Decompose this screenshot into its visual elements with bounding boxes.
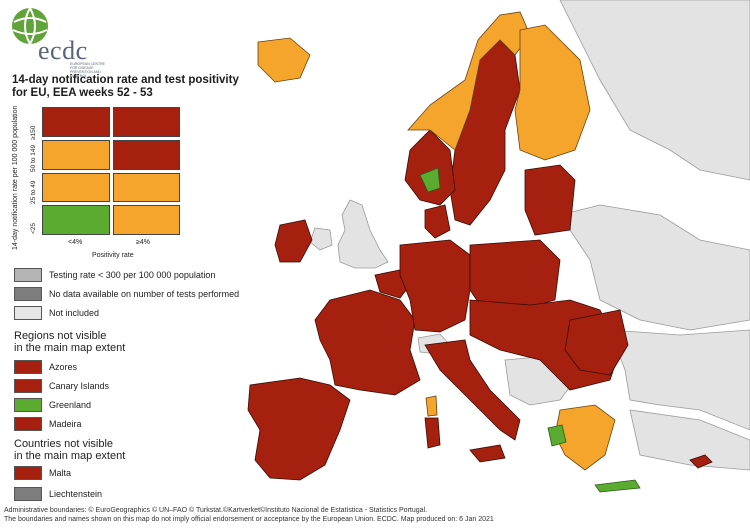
countries-heading-line2: in the main map extent	[14, 450, 126, 462]
matrix-row-label: <25	[30, 222, 37, 234]
matrix-cell	[112, 139, 180, 170]
col-label-high: ≥4%	[136, 239, 150, 246]
legend-item: Greenland	[14, 398, 91, 412]
legend-item: Testing rate < 300 per 100 000 populatio…	[14, 268, 215, 282]
legend-swatch	[14, 417, 42, 431]
green-regions	[419, 167, 641, 493]
legend-swatch	[14, 379, 42, 393]
map-title-line1: 14-day notification rate and test positi…	[12, 74, 239, 86]
matrix-row-label: 50 to 149	[30, 144, 37, 172]
matrix-y-label: 14-day notification rate per 100 000 pop…	[12, 105, 19, 250]
legend-label: Malta	[49, 468, 72, 478]
footer: Administrative boundaries: © EuroGeograp…	[4, 506, 494, 524]
footer-line1: Administrative boundaries: © EuroGeograp…	[4, 507, 428, 514]
matrix-cell	[42, 139, 110, 170]
dark-red-countries	[247, 39, 713, 481]
legend-matrix	[42, 107, 180, 235]
countries-heading: Countries not visible in the main map ex…	[14, 438, 125, 462]
ecdc-logo: ecdc EUROPEAN CENTRE FOR DISEASE PREVENT…	[8, 6, 108, 78]
legend-item: Malta	[14, 466, 71, 480]
globe-icon	[12, 7, 48, 45]
legend-item: Azores	[14, 360, 77, 374]
footer-line2: The boundaries and names shown on this m…	[4, 516, 494, 523]
map-title-line2: for EU, EEA weeks 52 - 53	[12, 87, 153, 99]
legend-item: Liechtenstein	[14, 487, 102, 501]
legend-item: No data available on number of tests per…	[14, 287, 239, 301]
matrix-row-label: 25 to 49	[30, 180, 37, 205]
legend-swatch	[14, 487, 42, 501]
matrix-cell	[112, 172, 180, 203]
legend-swatch	[14, 398, 42, 412]
orange-countries	[257, 11, 616, 471]
regions-heading: Regions not visible in the main map exte…	[14, 330, 125, 354]
matrix-x-label: Positivity rate	[92, 252, 134, 259]
matrix-cell	[112, 205, 180, 235]
legend-swatch	[14, 360, 42, 374]
legend-item: Madeira	[14, 417, 82, 431]
legend-label: Canary Islands	[49, 381, 110, 391]
legend-item: Not included	[14, 306, 99, 320]
matrix-cell	[112, 107, 180, 137]
matrix-row-label: ≥150	[30, 125, 37, 140]
matrix-cell	[42, 107, 110, 137]
legend-swatch	[14, 287, 42, 301]
legend-label: Testing rate < 300 per 100 000 populatio…	[49, 270, 216, 280]
legend-label: Azores	[49, 362, 78, 372]
regions-heading-line1: Regions not visible	[14, 330, 107, 342]
legend-swatch	[14, 466, 42, 480]
legend-swatch	[14, 306, 42, 320]
logo-subtitle: EUROPEAN CENTRE FOR DISEASE PREVENTION A…	[70, 62, 106, 78]
matrix-cell	[42, 172, 110, 203]
logo-text: ecdc	[38, 36, 88, 65]
legend-label: No data available on number of tests per…	[49, 289, 240, 299]
legend-swatch	[14, 268, 42, 282]
map-title: 14-day notification rate and test positi…	[12, 74, 239, 100]
regions-heading-line2: in the main map extent	[14, 342, 126, 354]
countries-heading-line1: Countries not visible	[14, 438, 114, 450]
legend-label: Greenland	[49, 400, 92, 410]
col-label-low: <4%	[68, 239, 83, 246]
not-included-land	[309, 0, 750, 471]
legend-label: Liechtenstein	[49, 489, 103, 499]
legend-label: Madeira	[49, 419, 82, 429]
legend-label: Not included	[49, 308, 100, 318]
matrix-cell	[42, 205, 110, 235]
legend-item: Canary Islands	[14, 379, 109, 393]
